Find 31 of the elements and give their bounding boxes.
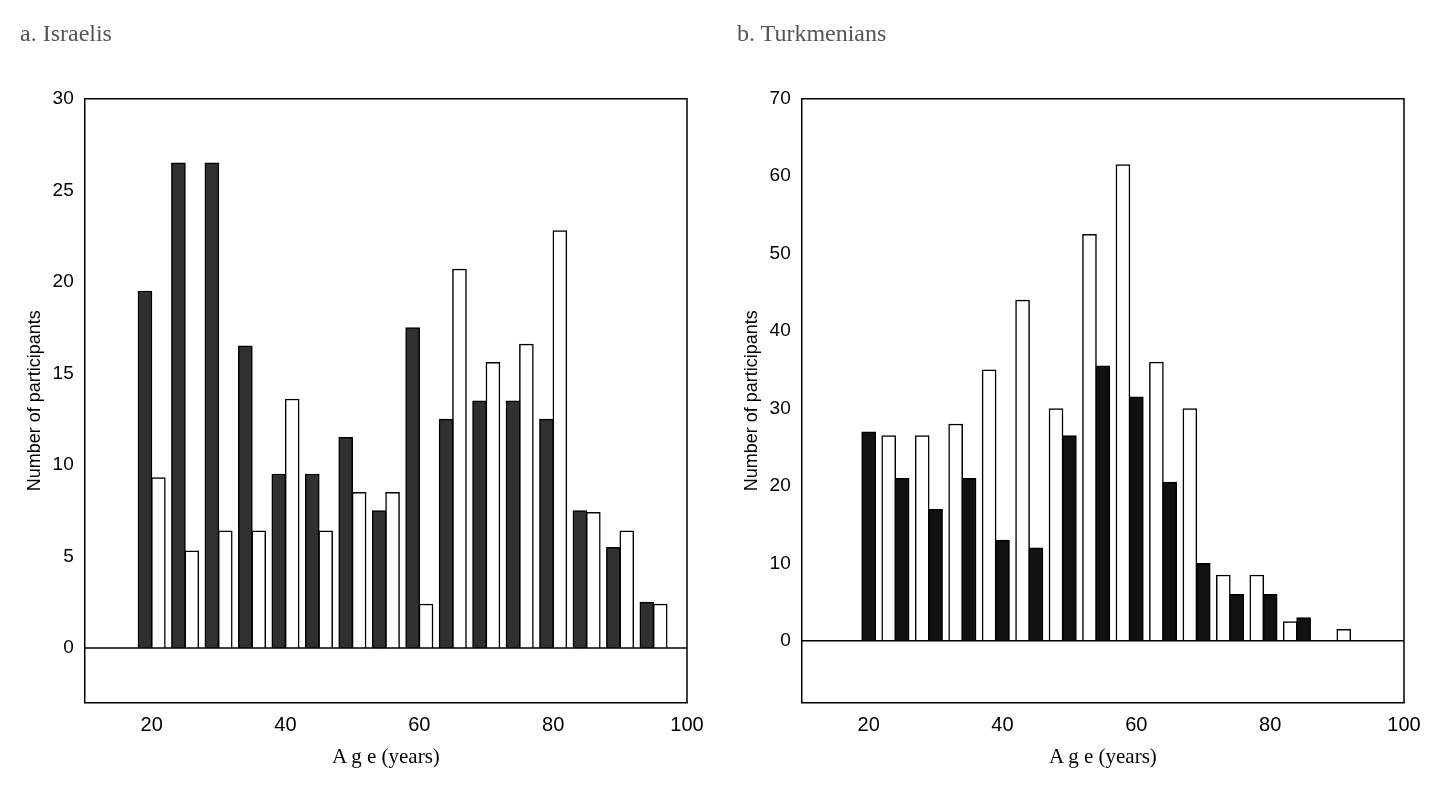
y-axis-title: Number of participants bbox=[23, 310, 44, 492]
x-tick-label: 40 bbox=[274, 713, 297, 736]
y-tick-label: 50 bbox=[769, 241, 791, 263]
y-tick-label: 0 bbox=[780, 629, 791, 651]
x-tick-label: 40 bbox=[991, 713, 1014, 736]
x-tick-label: 60 bbox=[408, 713, 431, 736]
x-tick-label: 20 bbox=[857, 713, 880, 736]
y-tick-label: 10 bbox=[769, 551, 791, 573]
x-tick-label: 60 bbox=[1125, 713, 1148, 736]
y-tick-label: 20 bbox=[52, 270, 74, 292]
y-tick-label: 10 bbox=[52, 453, 74, 475]
x-axis-title: A g e (years) bbox=[1048, 743, 1157, 768]
y-tick-label: 30 bbox=[769, 396, 791, 418]
y-tick-label: 30 bbox=[52, 87, 74, 109]
x-tick-label: 80 bbox=[542, 713, 565, 736]
y-tick-label: 20 bbox=[769, 474, 791, 496]
y-tick-label: 5 bbox=[63, 544, 74, 566]
x-tick-label: 80 bbox=[1259, 713, 1282, 736]
y-tick-label: 0 bbox=[63, 636, 74, 658]
x-tick-label: 100 bbox=[1387, 713, 1421, 736]
y-tick-label: 25 bbox=[52, 178, 74, 200]
y-tick-label: 70 bbox=[769, 87, 791, 109]
y-tick-label: 15 bbox=[52, 361, 74, 383]
y-tick-label: 60 bbox=[769, 164, 791, 186]
x-tick-label: 20 bbox=[140, 713, 163, 736]
chart-title: b. Turkmenians bbox=[737, 19, 887, 46]
y-tick-label: 40 bbox=[769, 319, 791, 341]
chart-title: a. Israelis bbox=[20, 19, 112, 46]
x-tick-label: 100 bbox=[670, 713, 704, 736]
x-axis-title: A g e (years) bbox=[331, 743, 440, 768]
y-axis-title: Number of participants bbox=[740, 310, 761, 492]
